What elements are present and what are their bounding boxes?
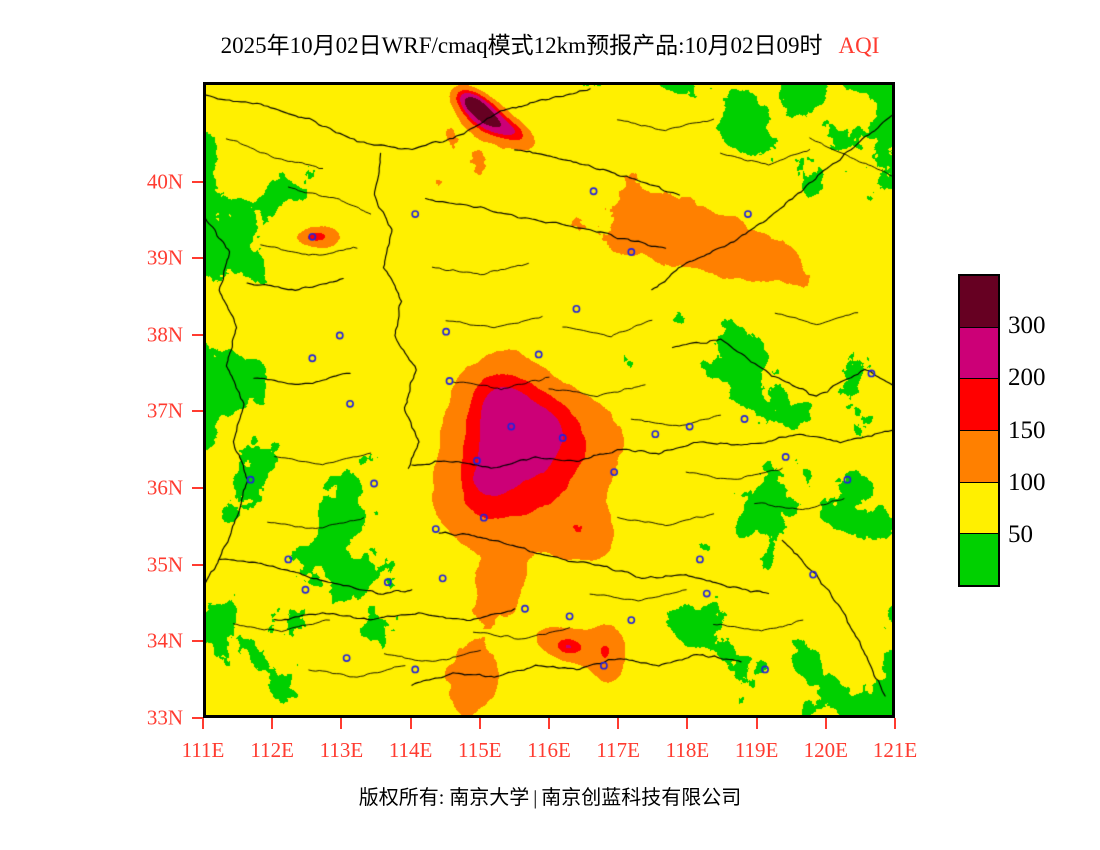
footer-copyright: 版权所有: 南京大学 | 南京创蓝科技有限公司	[0, 781, 1100, 810]
colorbar-label: 50	[1008, 520, 1033, 548]
colorbar-label: 200	[1008, 364, 1046, 392]
footer-company-text: 南京创蓝科技有限公司	[541, 787, 742, 809]
y-axis-label: 33N	[146, 705, 183, 730]
x-axis-label: 111E	[181, 738, 225, 762]
x-axis-label: 121E	[872, 738, 918, 762]
x-axis-tick	[824, 718, 827, 729]
x-axis-tick	[686, 718, 689, 729]
x-axis-label: 113E	[319, 738, 364, 762]
aqi-heatmap-canvas[interactable]	[206, 85, 892, 715]
y-axis-tick	[192, 333, 203, 336]
y-axis-label: 40N	[146, 169, 183, 194]
colorbar-band-severe	[960, 276, 998, 328]
x-axis-tick	[409, 718, 412, 729]
y-axis-tick	[192, 640, 203, 643]
x-axis-label: 112E	[250, 738, 294, 762]
x-axis-label: 114E	[388, 738, 433, 762]
footer-copyright-text: 版权所有: 南京大学	[358, 787, 530, 809]
colorbar-band-unhealthy-sensitive	[960, 431, 998, 483]
y-axis-label: 39N	[146, 245, 183, 270]
aqi-colorbar	[958, 274, 1000, 587]
colorbar-band-moderate	[960, 482, 998, 535]
colorbar-band-unhealthy	[960, 379, 998, 432]
title-variable-text: AQI	[838, 33, 880, 58]
y-axis-label: 35N	[146, 552, 183, 577]
title-main-text: 2025年10月02日WRF/cmaq模式12km预报产品:10月02日09时	[220, 33, 823, 58]
x-axis-label: 116E	[527, 738, 571, 762]
x-axis-tick	[202, 718, 204, 729]
page-title: 2025年10月02日WRF/cmaq模式12km预报产品:10月02日09时 A…	[0, 26, 1100, 60]
colorbar-label: 150	[1008, 416, 1046, 444]
y-axis-label: 37N	[146, 398, 183, 423]
y-axis-tick	[192, 487, 203, 490]
y-axis-tick	[192, 410, 203, 413]
x-axis-tick	[271, 718, 274, 729]
x-axis-tick	[548, 718, 550, 729]
x-axis-tick	[617, 718, 620, 729]
x-axis-label: 118E	[665, 738, 710, 762]
y-axis-tick	[192, 257, 203, 260]
map-plot-area[interactable]	[203, 82, 895, 718]
y-axis-tick	[192, 180, 203, 183]
y-axis-tick	[192, 563, 203, 566]
x-axis-tick	[340, 718, 343, 729]
colorbar-band-good	[960, 534, 998, 586]
x-axis-tick	[755, 718, 758, 729]
x-axis-tick	[478, 718, 481, 729]
x-axis-tick	[894, 718, 896, 729]
y-axis-label: 38N	[146, 322, 183, 347]
colorbar-label: 100	[1008, 468, 1046, 496]
x-axis-label: 117E	[596, 738, 640, 762]
x-axis-label: 120E	[803, 738, 848, 762]
footer-separator: |	[533, 787, 538, 809]
y-axis-tick	[192, 717, 203, 719]
colorbar-band-very-unhealthy	[960, 327, 998, 380]
colorbar-label: 300	[1008, 312, 1046, 340]
x-axis-label: 119E	[734, 738, 779, 762]
x-axis-label: 115E	[458, 738, 502, 762]
y-axis-label: 34N	[146, 628, 183, 653]
y-axis-label: 36N	[146, 475, 183, 500]
